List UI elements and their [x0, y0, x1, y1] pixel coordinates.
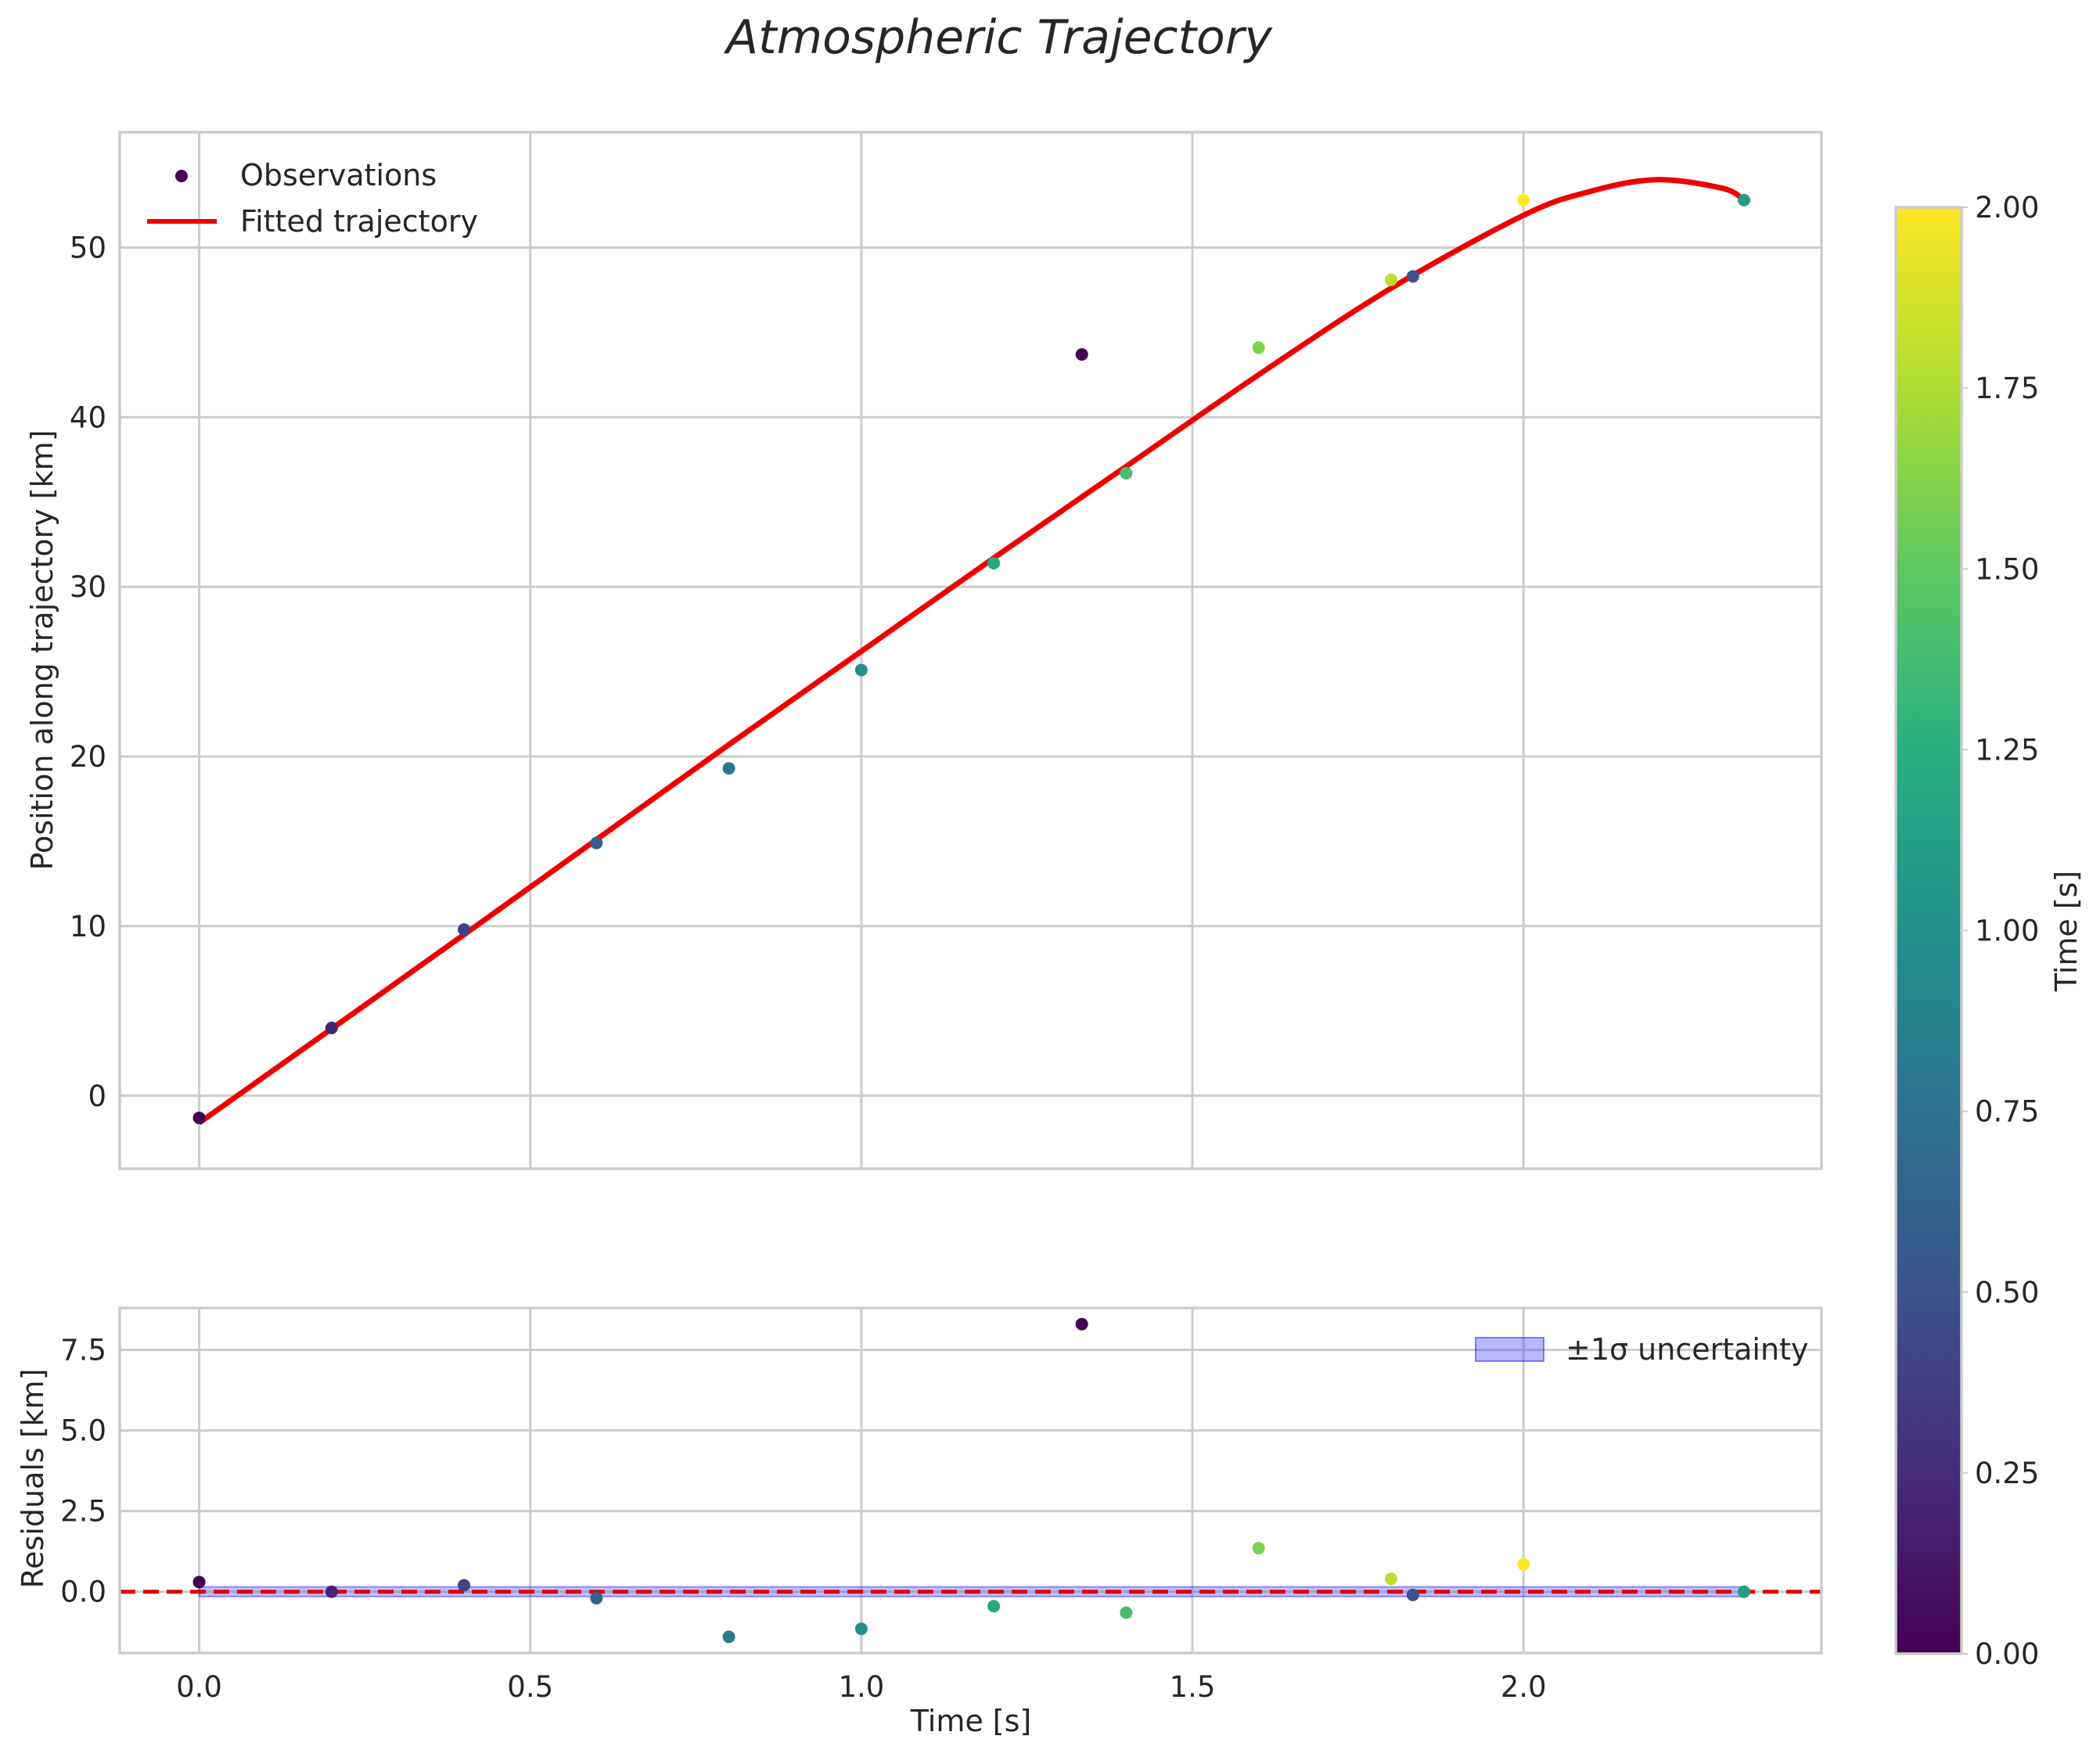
main-y-axis-label: Position along trajectory [km] [25, 429, 59, 870]
residual-point [1075, 1317, 1088, 1331]
observation-point [1406, 270, 1419, 283]
observation-point [458, 923, 471, 936]
residual-point [325, 1585, 338, 1598]
main-y-tick-label: 10 [70, 910, 106, 943]
main-tick-labels: 0 10 20 30 40 50 [70, 231, 106, 1112]
observation-point [1252, 341, 1265, 354]
residual-point [1384, 1572, 1397, 1586]
legend-observations-marker [175, 170, 188, 182]
residual-point [590, 1591, 603, 1604]
colorbar-tick-label: 0.50 [1975, 1276, 2039, 1310]
colorbar-tick-label: 1.50 [1975, 552, 2039, 586]
x-tick-label: 0.0 [176, 1670, 222, 1704]
residuals-plot-frame [118, 1306, 1823, 1655]
legend-fit-label: Fitted trajectory [240, 204, 478, 239]
colorbar-tick-label: 0.25 [1975, 1457, 2039, 1490]
main-y-tick-label: 30 [70, 570, 106, 604]
observation-point [590, 836, 603, 850]
residual-point [722, 1630, 735, 1644]
observation-point [325, 1022, 338, 1035]
legend-observations-label: Observations [240, 158, 437, 192]
colorbar-tick-label: 2.00 [1975, 191, 2039, 225]
residual-point [1252, 1542, 1265, 1555]
residual-point [458, 1579, 471, 1592]
residuals-tick-labels: 0.0 0.5 1.0 1.5 2.0 0.0 2.5 5.0 7.5 [60, 1334, 1546, 1704]
observation-point [192, 1111, 206, 1124]
x-tick-label: 1.5 [1170, 1670, 1216, 1704]
main-legend: Observations Fitted trajectory [147, 158, 478, 239]
observation-point [1120, 466, 1133, 480]
main-plot-frame [118, 131, 1823, 1170]
residuals-panel: 0.0 0.5 1.0 1.5 2.0 0.0 2.5 5.0 7.5 Residuals [k… [16, 1306, 1823, 1738]
colorbar-tick-label: 1.25 [1975, 733, 2039, 767]
residuals-y-tick-label: 2.5 [60, 1495, 106, 1529]
residual-point [1406, 1588, 1419, 1601]
colorbar-tick-label: 0.75 [1975, 1095, 2039, 1129]
colorbar-tick-label: 1.00 [1975, 914, 2039, 948]
fitted-trajectory-layer [197, 177, 1746, 1126]
main-gridlines [120, 132, 1821, 1169]
observation-point [1384, 273, 1397, 286]
observation-point [1517, 193, 1530, 207]
colorbar: 0.00 0.25 0.50 0.75 1.00 1.25 1.50 1.75 2.00 Tim… [1894, 191, 2084, 1671]
residual-point [192, 1576, 206, 1589]
residuals-y-tick-label: 5.0 [60, 1414, 106, 1448]
observation-point [987, 556, 1001, 569]
observation-point [722, 762, 735, 775]
main-y-tick-label: 20 [70, 740, 106, 774]
residual-point [1737, 1585, 1750, 1598]
residual-point [1120, 1606, 1133, 1619]
x-tick-label: 2.0 [1501, 1670, 1547, 1704]
residuals-y-axis-label: Residuals [km] [16, 1368, 50, 1588]
fitted-trajectory-line [197, 177, 1746, 1126]
legend-uncertainty-swatch [1475, 1337, 1544, 1362]
residual-point [987, 1600, 1001, 1613]
colorbar-label: Time [s] [2049, 871, 2084, 993]
chart-title: Atmospheric Trajectory [723, 10, 1273, 65]
colorbar-tick-labels: 0.00 0.25 0.50 0.75 1.00 1.25 1.50 1.75 2.00 [1962, 191, 2039, 1671]
colorbar-tick-label: 0.00 [1975, 1637, 2039, 1671]
main-panel: 0 10 20 30 40 50 Position along trajectory [k… [25, 131, 1823, 1170]
residual-point [1517, 1558, 1530, 1571]
residuals-legend: ±1σ uncertainty [1475, 1332, 1808, 1367]
legend-uncertainty-label: ±1σ uncertainty [1566, 1332, 1808, 1367]
colorbar-tick-label: 1.75 [1975, 372, 2039, 405]
x-axis-label: Time [s] [910, 1704, 1032, 1738]
main-y-tick-label: 0 [88, 1080, 106, 1113]
x-tick-label: 0.5 [507, 1670, 553, 1704]
observation-point [854, 663, 868, 677]
observation-point [1737, 193, 1750, 207]
residuals-layer [192, 1317, 1750, 1644]
main-y-tick-label: 50 [70, 231, 106, 264]
residuals-y-tick-label: 0.0 [60, 1576, 106, 1609]
residuals-y-tick-label: 7.5 [60, 1334, 106, 1367]
observations-layer [192, 193, 1750, 1124]
observation-point [1075, 348, 1088, 361]
x-tick-label: 1.0 [838, 1670, 884, 1704]
main-y-tick-label: 40 [70, 401, 106, 434]
residual-point [854, 1622, 868, 1636]
colorbar-gradient [1894, 206, 1963, 1655]
